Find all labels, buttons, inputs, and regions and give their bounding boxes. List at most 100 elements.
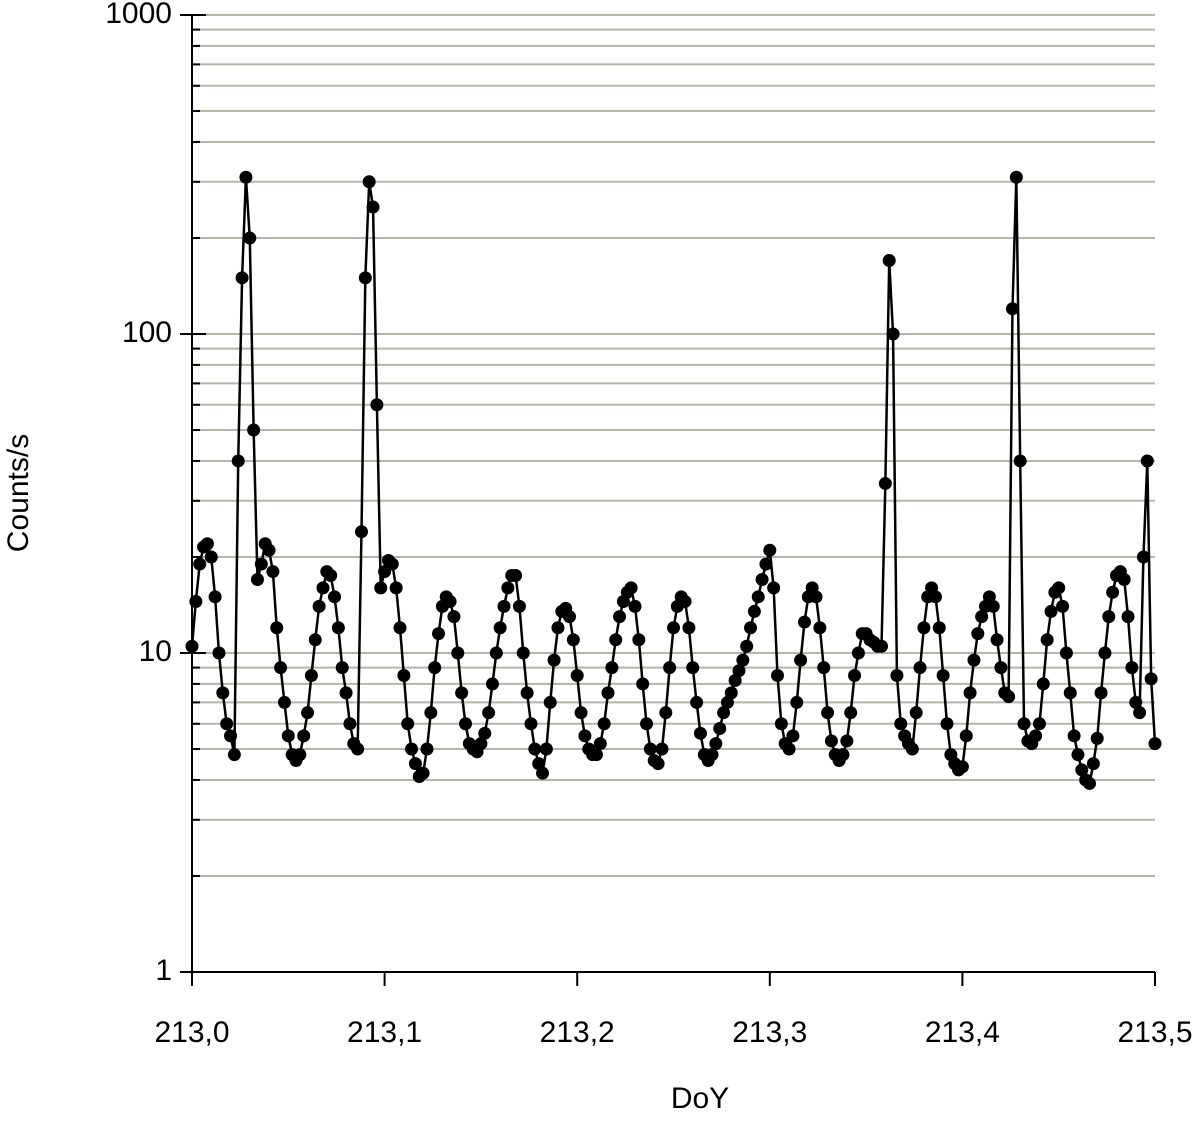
- data-point: [200, 537, 214, 551]
- data-point: [1002, 690, 1016, 704]
- data-point: [940, 717, 954, 731]
- data-point: [693, 726, 707, 740]
- data-point: [304, 669, 318, 683]
- data-point: [189, 595, 203, 609]
- data-point: [351, 742, 365, 756]
- data-point: [593, 737, 607, 751]
- data-point: [894, 717, 908, 731]
- data-point: [1148, 737, 1162, 751]
- data-point: [428, 661, 442, 675]
- data-point: [990, 633, 1004, 647]
- data-point: [1040, 633, 1054, 647]
- data-point: [609, 633, 623, 647]
- data-point: [574, 706, 588, 720]
- y-tick-label: 10: [139, 635, 172, 668]
- data-point: [705, 748, 719, 762]
- y-tick-label: 1000: [105, 0, 172, 30]
- data-point: [385, 557, 399, 571]
- data-point: [374, 581, 388, 595]
- data-point: [690, 695, 704, 709]
- data-point: [667, 621, 680, 635]
- data-point: [1032, 717, 1046, 731]
- data-point: [474, 737, 488, 751]
- data-point: [458, 717, 472, 731]
- data-point: [312, 599, 326, 613]
- data-point: [1029, 729, 1043, 743]
- data-point: [539, 742, 553, 756]
- data-point: [1075, 763, 1089, 777]
- data-point: [986, 599, 1000, 613]
- data-point: [740, 639, 754, 653]
- data-point: [1036, 677, 1050, 691]
- data-point: [243, 231, 257, 245]
- data-point: [208, 590, 222, 604]
- data-point: [936, 669, 950, 683]
- data-point: [771, 669, 785, 683]
- data-point: [250, 572, 264, 586]
- data-point: [747, 604, 761, 618]
- data-point: [782, 742, 796, 756]
- data-point: [971, 627, 985, 641]
- data-point: [601, 686, 615, 700]
- data-point: [824, 734, 838, 748]
- data-point: [408, 757, 422, 771]
- data-point: [640, 717, 654, 731]
- data-point: [551, 621, 565, 635]
- data-point: [1005, 302, 1019, 316]
- data-point: [328, 590, 342, 604]
- x-tick-label: 213,4: [925, 1016, 1000, 1049]
- data-point: [628, 599, 642, 613]
- data-point: [840, 734, 854, 748]
- data-point: [682, 621, 696, 635]
- data-point: [343, 717, 357, 731]
- data-point: [562, 610, 576, 624]
- data-point: [416, 766, 430, 780]
- data-point: [1129, 695, 1143, 709]
- data-point: [709, 737, 723, 751]
- data-point: [728, 673, 742, 687]
- data-point: [1013, 454, 1027, 468]
- data-point: [1083, 776, 1097, 790]
- data-point: [597, 717, 611, 731]
- data-point: [370, 398, 384, 412]
- data-point: [1102, 610, 1116, 624]
- data-point: [732, 664, 746, 678]
- data-point: [1044, 604, 1058, 618]
- data-point: [605, 661, 619, 675]
- data-point: [447, 610, 461, 624]
- y-tick-label: 1: [155, 954, 172, 987]
- data-point: [301, 706, 315, 720]
- data-point: [193, 557, 207, 571]
- data-point: [493, 621, 507, 635]
- data-point: [1056, 599, 1070, 613]
- data-point: [1063, 686, 1077, 700]
- data-point: [744, 621, 758, 635]
- data-point: [331, 621, 345, 635]
- data-point: [204, 550, 218, 564]
- data-point: [509, 568, 523, 582]
- data-point: [955, 760, 969, 774]
- data-point: [358, 271, 372, 285]
- data-point: [397, 669, 411, 683]
- data-point: [235, 271, 249, 285]
- data-point: [393, 621, 407, 635]
- x-tick-label: 213,3: [732, 1016, 807, 1049]
- data-point: [1067, 729, 1081, 743]
- data-point: [547, 653, 561, 667]
- data-point: [928, 590, 942, 604]
- data-point: [432, 627, 446, 641]
- data-point: [543, 695, 557, 709]
- data-point: [405, 742, 419, 756]
- data-point: [420, 742, 434, 756]
- data-point: [844, 706, 858, 720]
- x-axis-title: DoY: [671, 1082, 729, 1115]
- data-point: [516, 646, 530, 660]
- data-point: [324, 568, 338, 582]
- data-point: [389, 581, 403, 595]
- data-point: [316, 581, 330, 595]
- data-point: [851, 646, 865, 660]
- data-point: [497, 599, 511, 613]
- x-tick-label: 213,5: [1117, 1016, 1192, 1049]
- data-point: [1017, 717, 1031, 731]
